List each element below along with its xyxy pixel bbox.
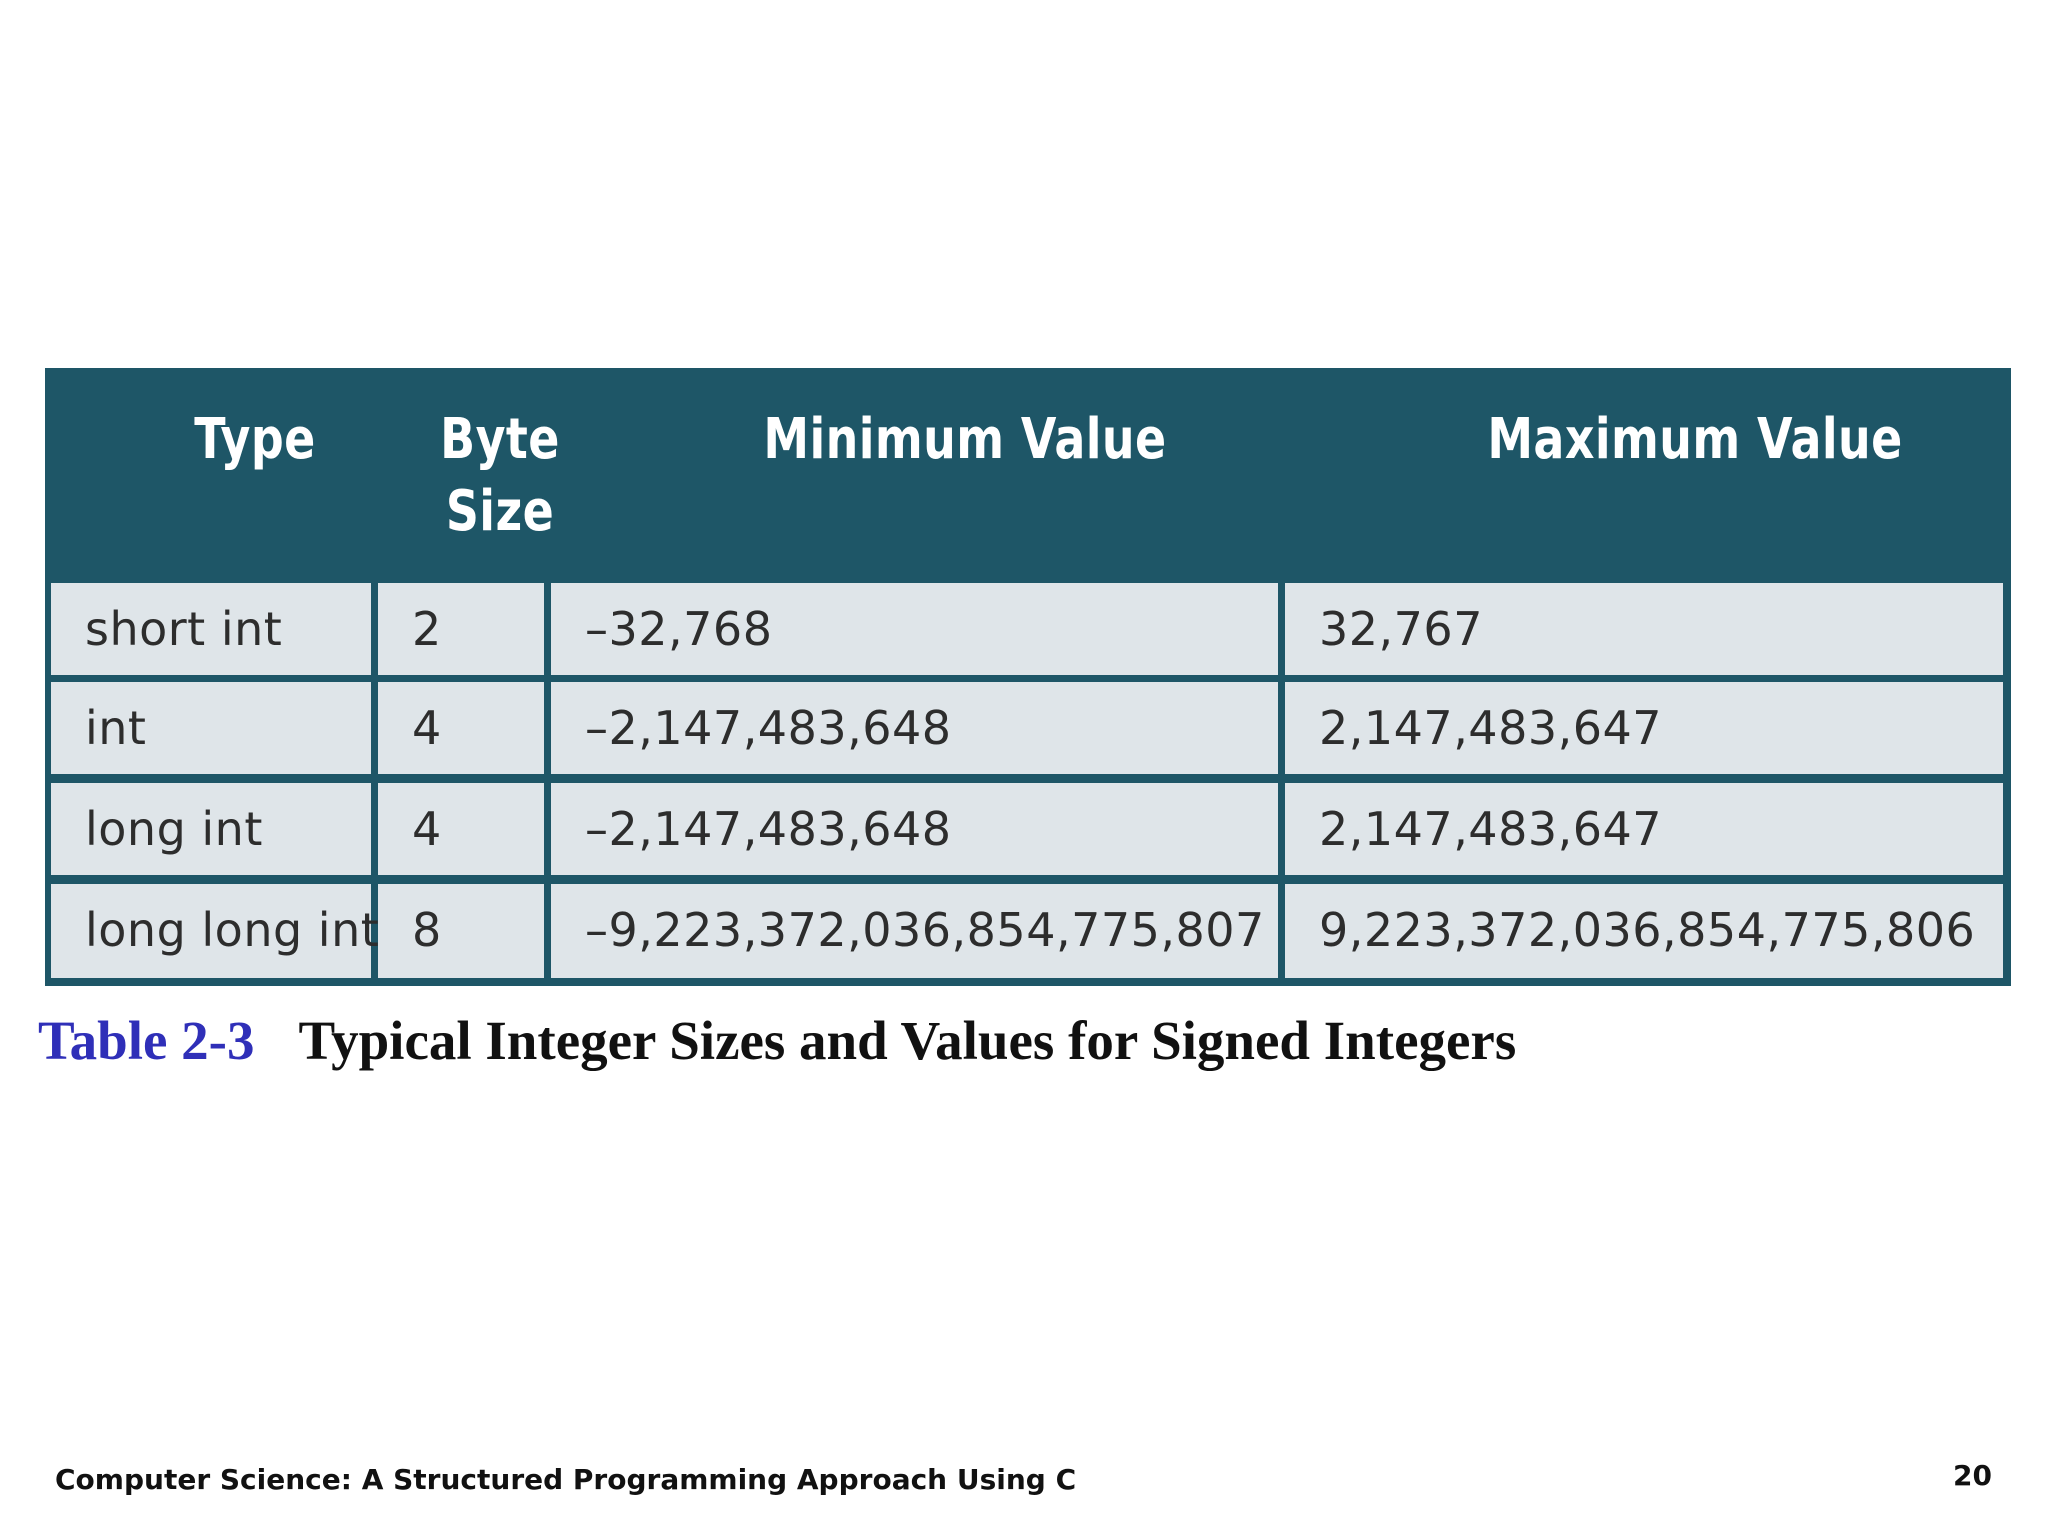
row-2-bytes: 4 (378, 682, 544, 774)
header-byte-size-line1: Byte (440, 407, 560, 472)
row-2-type: int (51, 682, 371, 774)
row-2-min: –2,147,483,648 (551, 682, 1278, 774)
integer-sizes-table: Type Byte Size Minimum Value Maximum Val… (45, 368, 2011, 986)
header-type: Type (194, 407, 316, 472)
row-3-max: 2,147,483,647 (1285, 783, 2003, 875)
footer-book-title: Computer Science: A Structured Programmi… (55, 1463, 1077, 1496)
row-4-max: 9,223,372,036,854,775,806 (1285, 884, 2003, 978)
row-3-min: –2,147,483,648 (551, 783, 1278, 875)
row-2-max: 2,147,483,647 (1285, 682, 2003, 774)
row-4-min: –9,223,372,036,854,775,807 (551, 884, 1278, 978)
header-byte-size: Byte Size (398, 404, 603, 548)
table-header: Type Byte Size Minimum Value Maximum Val… (45, 368, 2011, 581)
header-maximum-value: Maximum Value (1487, 407, 1903, 472)
header-minimum-value: Minimum Value (763, 407, 1167, 472)
row-1-type: short int (51, 583, 371, 675)
header-byte-size-line2: Size (445, 479, 555, 544)
row-1-max: 32,767 (1285, 583, 2003, 675)
caption-number: Table 2-3 (38, 1010, 255, 1071)
table-caption: Table 2-3 Typical Integer Sizes and Value… (38, 1004, 1516, 1078)
row-3-type: long int (51, 783, 371, 875)
row-1-min: –32,768 (551, 583, 1278, 675)
footer-page-number: 20 (1953, 1459, 1992, 1492)
caption-title: Typical Integer Sizes and Values for Sig… (298, 1010, 1517, 1071)
row-3-bytes: 4 (378, 783, 544, 875)
row-4-type: long long int (51, 884, 379, 978)
row-4-bytes: 8 (378, 884, 544, 978)
row-1-bytes: 2 (378, 583, 544, 675)
